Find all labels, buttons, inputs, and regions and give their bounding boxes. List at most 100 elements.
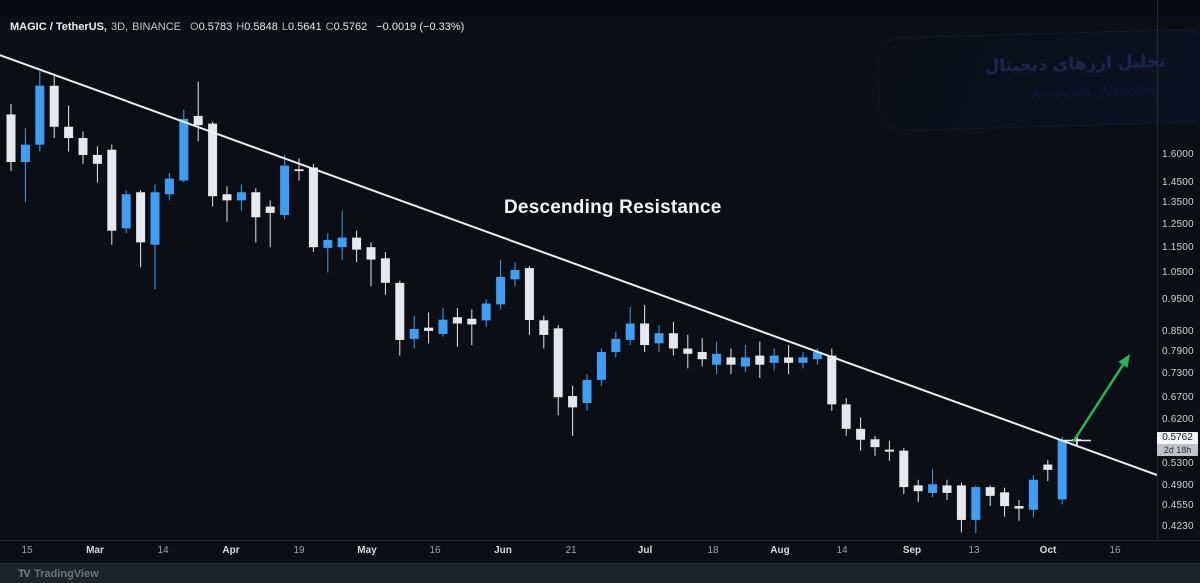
- time-tick-label: 21: [565, 545, 577, 556]
- time-tick-label: Aug: [770, 545, 790, 556]
- candle-body: [899, 450, 909, 488]
- price-tick-label: 1.2500: [1162, 219, 1194, 230]
- candle-body: [596, 352, 606, 380]
- candle-body: [956, 485, 966, 520]
- time-tick-label: Sep: [902, 545, 922, 556]
- candle-wick: [226, 186, 228, 222]
- candle-body: [323, 239, 333, 248]
- candle-body: [6, 114, 16, 163]
- candle-body: [107, 149, 117, 231]
- ohlc-open-label: O: [190, 21, 199, 33]
- candle-body: [1014, 506, 1024, 509]
- ohlc-close-label: C: [325, 21, 334, 33]
- candle-body: [438, 319, 448, 334]
- time-tick-label: 16: [1109, 545, 1121, 556]
- candle-wick: [471, 309, 473, 346]
- candle-body: [1000, 492, 1010, 507]
- candle-body: [337, 237, 347, 248]
- candle-body: [78, 138, 88, 155]
- candle-wick: [572, 385, 574, 436]
- price-tick-label: 1.0500: [1162, 267, 1194, 278]
- time-tick-label: 16: [429, 545, 441, 556]
- price-axis[interactable]: 1.6000 1.4500 1.3500 1.2500 1.1500 1.0500 0.95…: [1158, 0, 1200, 540]
- candle-body: [812, 352, 822, 360]
- candle-wick: [327, 232, 329, 273]
- time-tick-label: Jul: [637, 545, 653, 556]
- candle-body: [582, 379, 592, 404]
- candle-body: [236, 192, 246, 201]
- candle-body: [568, 395, 578, 408]
- price-tick-label: 0.5300: [1162, 458, 1194, 469]
- candle-body: [539, 320, 549, 335]
- candle-body: [150, 192, 160, 245]
- candle-wick: [456, 307, 458, 347]
- candle-body: [856, 428, 866, 440]
- breakout-arrow[interactable]: [1071, 362, 1126, 443]
- candle-body: [611, 338, 621, 353]
- candle-body: [870, 439, 880, 448]
- candle-body: [654, 333, 664, 344]
- candle-wick: [96, 146, 98, 183]
- price-axis-separator: [1157, 0, 1158, 540]
- candle-body: [265, 206, 275, 213]
- tradingview-brand-text: TradingView: [34, 567, 99, 580]
- candle-body: [740, 357, 750, 367]
- time-tick-label: Jun: [494, 545, 512, 556]
- candle-body: [481, 303, 491, 321]
- symbol-interval[interactable]: 3D,: [110, 21, 129, 33]
- time-tick-label: Oct: [1039, 545, 1057, 556]
- candle-wick: [1018, 500, 1020, 521]
- price-tick-label: 0.4230: [1162, 521, 1194, 532]
- time-axis[interactable]: 15 Mar 14 Apr 19 May 16 Jun 21 Jul 18 Aug 14 Sep 13 Oct…: [0, 541, 1200, 563]
- time-tick-label: Mar: [86, 545, 104, 556]
- current-price-value: 0.5762: [1157, 432, 1198, 444]
- candle-body: [409, 328, 419, 339]
- candle-body: [942, 485, 952, 493]
- footer-bar: TV TradingView: [0, 563, 1200, 583]
- candle-body: [308, 167, 318, 248]
- candle-body: [798, 357, 808, 363]
- ohlc-high-label: H: [236, 21, 245, 33]
- price-tick-label: 0.9500: [1162, 294, 1194, 305]
- candle-body: [841, 404, 851, 429]
- watermark-line1: تحلیل ارزهای دیجیتال: [984, 51, 1166, 77]
- candle-body: [467, 318, 477, 325]
- symbol-name[interactable]: MAGIC / TetherUS,: [10, 21, 107, 33]
- candle-body: [625, 323, 635, 340]
- trendline[interactable]: [0, 53, 1158, 476]
- candle-body: [928, 484, 938, 493]
- time-tick-label: Apr: [222, 545, 240, 556]
- candle-body: [64, 126, 74, 139]
- candle-body: [668, 333, 678, 349]
- candle-body: [20, 144, 30, 163]
- resistance-annotation[interactable]: Descending Resistance: [504, 197, 722, 218]
- price-tick-label: 1.1500: [1162, 242, 1194, 253]
- candle-body: [1028, 479, 1038, 510]
- price-tick-label: 0.8500: [1162, 326, 1194, 337]
- candle-body: [712, 353, 722, 365]
- candle-body: [640, 323, 650, 346]
- channel-watermark: تحلیل ارزهای دیجیتال Analysis_Altcoins: [876, 28, 1200, 132]
- candle-body: [553, 328, 563, 398]
- time-tick-label: 18: [707, 545, 719, 556]
- ohlc-close-value: 0.5762: [333, 21, 368, 33]
- candle-body: [92, 154, 102, 164]
- symbol-exchange[interactable]: BINANCE: [132, 21, 182, 33]
- chart-canvas[interactable]: [0, 0, 1200, 563]
- candle-body: [985, 487, 995, 496]
- candle-body: [697, 352, 707, 360]
- price-tick-label: 1.3500: [1162, 197, 1194, 208]
- candle-body: [179, 118, 189, 181]
- bar-countdown: 2d 18h: [1157, 444, 1198, 456]
- price-tick-label: 0.7300: [1162, 368, 1194, 379]
- tradingview-logo[interactable]: TV TradingView: [18, 568, 99, 580]
- candle-body: [35, 85, 45, 145]
- price-tick-label: 1.4500: [1162, 177, 1194, 188]
- candle-body: [726, 357, 736, 365]
- time-tick-label: 19: [293, 545, 305, 556]
- candle-body: [769, 355, 779, 363]
- candle-body: [683, 348, 693, 354]
- candle-body: [496, 276, 506, 305]
